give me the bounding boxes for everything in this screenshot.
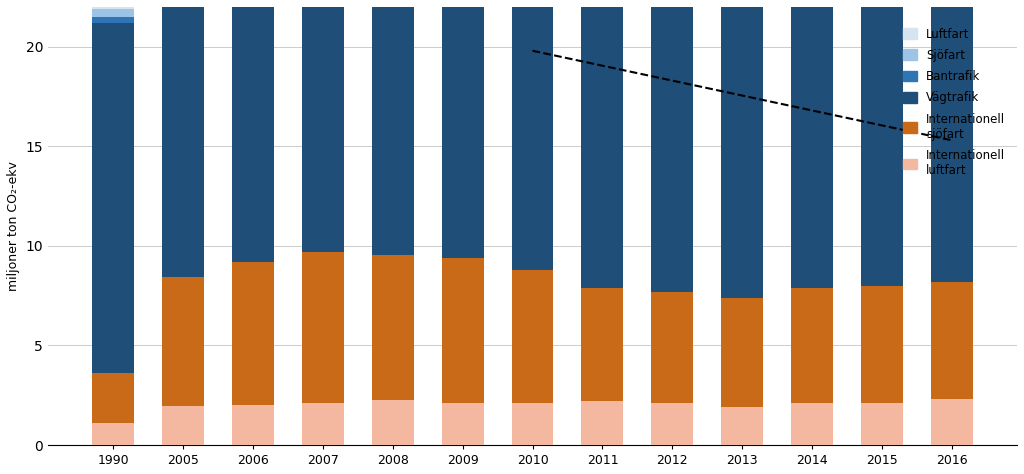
Bar xyxy=(162,277,204,406)
Bar xyxy=(92,17,134,23)
Bar xyxy=(931,0,973,282)
Bar xyxy=(792,0,834,288)
Bar xyxy=(792,403,834,445)
Bar xyxy=(931,399,973,445)
Bar xyxy=(861,286,903,403)
Bar xyxy=(372,255,414,400)
Bar xyxy=(441,403,483,445)
Bar xyxy=(92,9,134,17)
Bar xyxy=(92,374,134,423)
Y-axis label: miljoner ton CO₂-ekv: miljoner ton CO₂-ekv xyxy=(7,161,19,291)
Bar xyxy=(92,0,134,9)
Bar xyxy=(582,401,624,445)
Bar xyxy=(92,423,134,445)
Bar xyxy=(651,292,693,403)
Bar xyxy=(372,400,414,445)
Bar xyxy=(162,406,204,445)
Bar xyxy=(582,0,624,288)
Bar xyxy=(231,262,273,405)
Bar xyxy=(302,252,344,403)
Bar xyxy=(512,403,554,445)
Bar xyxy=(162,0,204,277)
Bar xyxy=(721,298,763,407)
Bar xyxy=(441,258,483,403)
Bar xyxy=(92,23,134,374)
Legend: Luftfart, Sjöfart, Bantrafik, Vägtrafik, Internationell
sjöfart, Internationell
: Luftfart, Sjöfart, Bantrafik, Vägtrafik,… xyxy=(897,22,1011,183)
Bar xyxy=(231,0,273,262)
Bar xyxy=(302,0,344,252)
Bar xyxy=(512,270,554,403)
Bar xyxy=(302,403,344,445)
Bar xyxy=(512,0,554,270)
Bar xyxy=(861,403,903,445)
Bar xyxy=(721,0,763,298)
Bar xyxy=(861,0,903,286)
Bar xyxy=(441,0,483,258)
Bar xyxy=(931,282,973,399)
Bar xyxy=(372,0,414,255)
Bar xyxy=(651,403,693,445)
Bar xyxy=(582,288,624,401)
Bar xyxy=(231,405,273,445)
Bar xyxy=(792,288,834,403)
Bar xyxy=(721,407,763,445)
Bar xyxy=(651,0,693,292)
